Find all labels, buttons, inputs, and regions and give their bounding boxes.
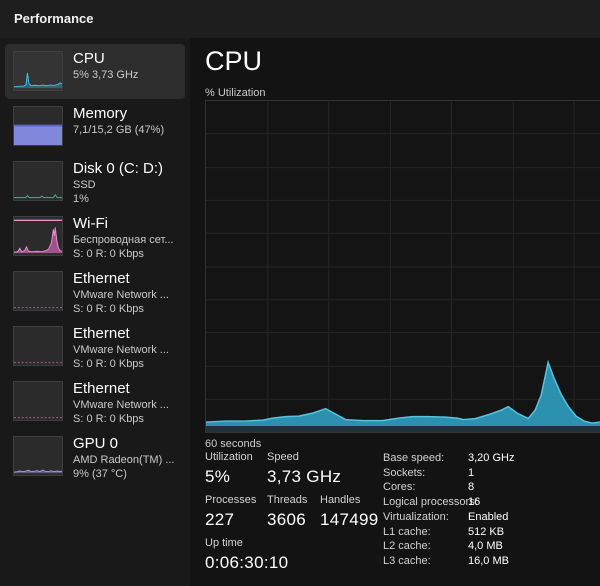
spec-sockets: Sockets: 1 — [383, 466, 475, 479]
sidebar-item-stats: S: 0 R: 0 Kbps — [73, 248, 144, 260]
performance-header: Performance — [0, 0, 600, 38]
spec-l2-cache: L2 cache: 4,0 MB — [383, 540, 503, 553]
sidebar-item-title: Wi-Fi — [73, 215, 108, 232]
stat-speed: Speed 3,73 GHz — [267, 451, 342, 486]
disk-mini-chart — [13, 161, 63, 201]
page-title: Performance — [14, 11, 94, 26]
cpu-line — [206, 359, 600, 424]
sidebar-item-title: Disk 0 (C: D:) — [73, 160, 163, 177]
stat-handles: Handles 147499 — [320, 494, 379, 529]
spec-l3-cache: L3 cache: 16,0 MB — [383, 554, 509, 567]
cpu-detail-panel: CPU % Utilization — [190, 38, 600, 586]
sidebar-item-cpu[interactable]: CPU 5% 3,73 GHz — [5, 44, 185, 99]
sidebar-item-stats: VMware Network ... — [73, 399, 169, 411]
spec-cores: Cores: 8 — [383, 481, 475, 494]
ethernet-mini-chart — [13, 381, 63, 421]
chart-baseline-band — [206, 426, 600, 432]
sidebar-item-stats: Беспроводная сет... — [73, 234, 174, 246]
stat-threads: Threads 3606 — [267, 494, 308, 529]
cpu-spec-list: Base speed: 3,20 GHz Sockets: 1 Cores: 8… — [383, 451, 598, 569]
sidebar-item-stats: 1% — [73, 193, 89, 205]
sidebar-item-stats: AMD Radeon(TM) ... — [73, 454, 175, 466]
panel-title: CPU — [205, 46, 263, 76]
sidebar-item-title: CPU — [73, 50, 105, 67]
gpu-mini-chart — [13, 436, 63, 476]
sidebar-item-stats: S: 0 R: 0 Kbps — [73, 303, 144, 315]
performance-sidebar: CPU 5% 3,73 GHz Memory 7,1/15,2 GB (47%)… — [0, 38, 190, 586]
sidebar-item-title: Ethernet — [73, 270, 130, 287]
sidebar-item-memory[interactable]: Memory 7,1/15,2 GB (47%) — [5, 99, 185, 154]
sidebar-item-title: GPU 0 — [73, 435, 119, 452]
stat-processes: Processes 227 — [205, 494, 257, 529]
spec-logical-processors: Logical processors: 16 — [383, 496, 481, 509]
sidebar-item-stats: 5% 3,73 GHz — [73, 69, 139, 81]
cpu-mini-chart — [13, 51, 63, 91]
spec-l1-cache: L1 cache: 512 KB — [383, 525, 505, 538]
sidebar-item-ethernet-3[interactable]: Ethernet VMware Network ... S: 0 R: 0 Kb… — [5, 374, 185, 429]
chart-x-axis-label: 60 seconds — [205, 438, 262, 450]
sidebar-item-wifi[interactable]: Wi-Fi Беспроводная сет... S: 0 R: 0 Kbps — [5, 209, 185, 264]
sidebar-item-ethernet-2[interactable]: Ethernet VMware Network ... S: 0 R: 0 Kb… — [5, 319, 185, 374]
sidebar-item-stats: SSD — [73, 179, 96, 191]
sidebar-item-stats: S: 0 R: 0 Kbps — [73, 358, 144, 370]
chart-y-axis-label: % Utilization — [205, 87, 266, 99]
cpu-utilization-chart[interactable] — [205, 100, 600, 433]
stat-utilization: Utilization 5% — [205, 451, 253, 486]
sidebar-item-title: Ethernet — [73, 380, 130, 397]
sidebar-item-title: Ethernet — [73, 325, 130, 342]
sidebar-item-stats: S: 0 R: 0 Kbps — [73, 413, 144, 425]
spec-base-speed: Base speed: 3,20 GHz — [383, 452, 515, 464]
ethernet-mini-chart — [13, 326, 63, 366]
sidebar-item-stats: 9% (37 °C) — [73, 468, 127, 480]
chart-gridlines — [206, 101, 600, 432]
spec-virtualization: Virtualization: Enabled — [383, 510, 509, 523]
sidebar-item-title: Memory — [73, 105, 128, 122]
sidebar-item-stats: VMware Network ... — [73, 344, 169, 356]
ethernet-mini-chart — [13, 271, 63, 311]
sidebar-item-ethernet-1[interactable]: Ethernet VMware Network ... S: 0 R: 0 Kb… — [5, 264, 185, 319]
sidebar-item-disk0[interactable]: Disk 0 (C: D:) SSD 1% — [5, 154, 185, 209]
wifi-mini-chart — [13, 216, 63, 256]
sidebar-item-stats: 7,1/15,2 GB (47%) — [73, 124, 165, 136]
memory-mini-chart — [13, 106, 63, 146]
sidebar-item-stats: VMware Network ... — [73, 289, 169, 301]
sidebar-item-gpu0[interactable]: GPU 0 AMD Radeon(TM) ... 9% (37 °C) — [5, 429, 185, 484]
stat-uptime: Up time 0:06:30:10 — [205, 537, 289, 572]
